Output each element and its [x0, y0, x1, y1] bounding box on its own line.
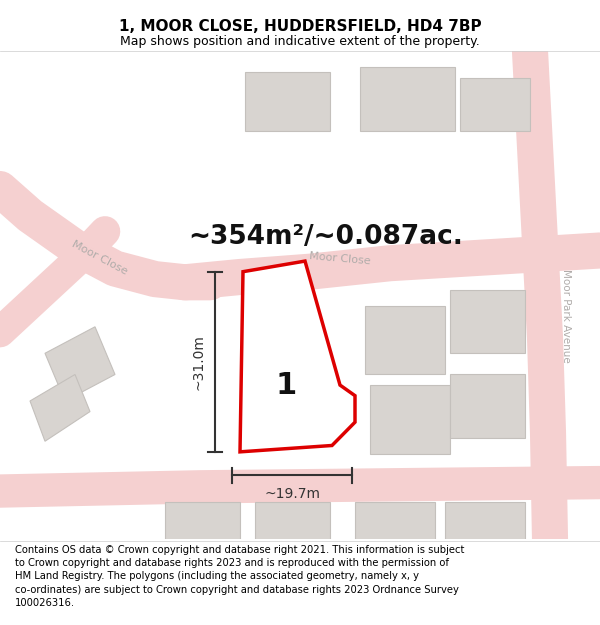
- Text: ~19.7m: ~19.7m: [264, 488, 320, 501]
- Bar: [360, 67, 455, 131]
- Bar: [255, 304, 317, 404]
- Bar: [365, 306, 445, 374]
- Bar: [460, 78, 530, 131]
- Bar: [450, 374, 525, 438]
- Text: ~354m²/~0.087ac.: ~354m²/~0.087ac.: [188, 224, 463, 250]
- Text: 1: 1: [275, 371, 296, 399]
- Bar: [450, 290, 525, 353]
- Bar: [165, 502, 240, 544]
- Polygon shape: [240, 261, 355, 452]
- Bar: [255, 502, 330, 544]
- Text: Moor Park Avenue: Moor Park Avenue: [561, 269, 571, 363]
- Text: Contains OS data © Crown copyright and database right 2021. This information is : Contains OS data © Crown copyright and d…: [15, 545, 464, 608]
- Bar: [245, 72, 330, 131]
- Bar: [355, 502, 435, 544]
- Text: Moor Close: Moor Close: [309, 251, 371, 267]
- Polygon shape: [30, 374, 90, 441]
- Text: Moor Close: Moor Close: [71, 239, 130, 277]
- Text: Map shows position and indicative extent of the property.: Map shows position and indicative extent…: [120, 35, 480, 48]
- Bar: [370, 385, 450, 454]
- Text: 1, MOOR CLOSE, HUDDERSFIELD, HD4 7BP: 1, MOOR CLOSE, HUDDERSFIELD, HD4 7BP: [119, 19, 481, 34]
- Bar: [445, 502, 525, 544]
- Polygon shape: [45, 327, 115, 401]
- Text: ~31.0m: ~31.0m: [192, 334, 206, 390]
